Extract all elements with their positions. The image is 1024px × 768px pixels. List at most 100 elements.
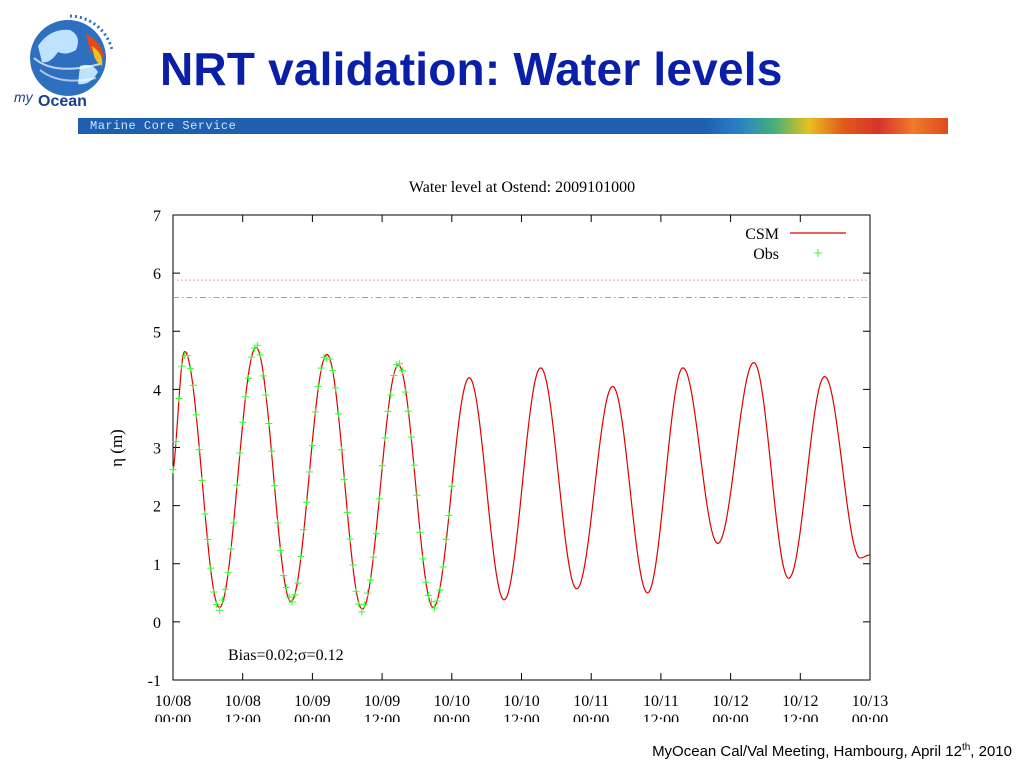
obs-point [198, 476, 206, 484]
obs-point [343, 508, 351, 516]
obs-point [381, 434, 389, 442]
obs-point [282, 584, 290, 592]
obs-point [239, 418, 247, 426]
x-tick-date: 10/12 [712, 693, 748, 710]
obs-point [390, 371, 398, 379]
obs-point [384, 407, 392, 415]
obs-point [335, 410, 343, 418]
obs-point [271, 482, 279, 490]
obs-point [410, 461, 418, 469]
obs-point [320, 353, 328, 361]
legend-label-obs: Obs [753, 246, 779, 263]
x-tick-time: 00:00 [852, 712, 888, 722]
logo-text-ocean: Ocean [38, 93, 87, 110]
y-tick-label: 4 [153, 382, 161, 399]
obs-point [256, 351, 264, 359]
reference-lines [173, 279, 870, 299]
banner-text: Marine Core Service [90, 119, 237, 133]
obs-point [247, 353, 255, 361]
footer-tail: , 2010 [970, 743, 1012, 760]
y-axis: -1 0 1 2 3 4 5 6 7 [148, 208, 870, 690]
obs-point [337, 446, 345, 454]
obs-point [413, 491, 421, 499]
obs-point [369, 553, 377, 561]
y-tick-label: 7 [153, 208, 161, 225]
obs-point [358, 608, 366, 616]
obs-point [274, 519, 282, 527]
obs-series-points [169, 341, 456, 616]
obs-point [416, 528, 424, 536]
obs-point [300, 526, 308, 534]
obs-point [189, 381, 197, 389]
obs-point [291, 591, 299, 599]
x-tick-time: 12:00 [503, 712, 539, 722]
obs-point [364, 589, 372, 597]
obs-point [268, 447, 276, 455]
x-tick-date: 10/13 [852, 693, 888, 710]
x-tick-time: 12:00 [364, 712, 400, 722]
obs-point [436, 586, 444, 594]
obs-point [201, 510, 209, 518]
obs-point [245, 374, 253, 382]
obs-point [305, 468, 313, 476]
csm-series-line [172, 346, 871, 610]
obs-point [207, 564, 215, 572]
obs-point [407, 433, 415, 441]
y-tick-label: 0 [153, 615, 161, 632]
obs-point [204, 535, 212, 543]
obs-point [427, 598, 435, 606]
obs-point [213, 600, 221, 608]
x-tick-date: 10/08 [224, 693, 260, 710]
obs-point [349, 561, 357, 569]
x-tick-date: 10/08 [155, 693, 191, 710]
obs-point [366, 576, 374, 584]
x-tick-time: 12:00 [643, 712, 679, 722]
logo-globe-icon [30, 20, 106, 96]
obs-point [340, 476, 348, 484]
marine-core-banner: Marine Core Service [78, 118, 948, 134]
obs-point [375, 495, 383, 503]
x-tick-date: 10/10 [503, 693, 539, 710]
obs-point [265, 420, 273, 428]
obs-point [172, 438, 180, 446]
obs-point [253, 341, 261, 349]
obs-point [262, 391, 270, 399]
obs-point [361, 601, 369, 609]
x-tick-time: 00:00 [434, 712, 470, 722]
obs-point [355, 600, 363, 608]
x-tick-date: 10/12 [782, 693, 818, 710]
obs-point [230, 519, 238, 527]
y-tick-label: -1 [148, 673, 161, 690]
obs-point [425, 591, 433, 599]
obs-point [393, 361, 401, 369]
obs-point [387, 391, 395, 399]
obs-point [352, 587, 360, 595]
obs-point [259, 372, 267, 380]
obs-point [445, 511, 453, 519]
obs-point [398, 367, 406, 375]
footer-sup: th [961, 742, 971, 753]
obs-point [303, 498, 311, 506]
x-tick-time: 00:00 [155, 712, 191, 722]
obs-point [276, 546, 284, 554]
legend: CSM Obs [745, 226, 846, 263]
logo-rays [69, 14, 114, 51]
footer-text: MyOcean Cal/Val Meeting, Hambourg, April… [652, 742, 1012, 760]
obs-point [195, 446, 203, 454]
obs-point [210, 588, 218, 596]
obs-point [285, 593, 293, 601]
obs-point [308, 442, 316, 450]
obs-point [178, 362, 186, 370]
obs-point [326, 355, 334, 363]
obs-point [346, 535, 354, 543]
obs-point [401, 388, 409, 396]
obs-point [184, 352, 192, 360]
y-tick-label: 2 [153, 499, 161, 516]
y-tick-label: 3 [153, 441, 161, 458]
legend-swatch-obs [814, 249, 822, 257]
x-tick-time: 00:00 [712, 712, 748, 722]
obs-point [215, 606, 223, 614]
obs-point [442, 535, 450, 543]
obs-point [192, 411, 200, 419]
obs-point [236, 449, 244, 457]
